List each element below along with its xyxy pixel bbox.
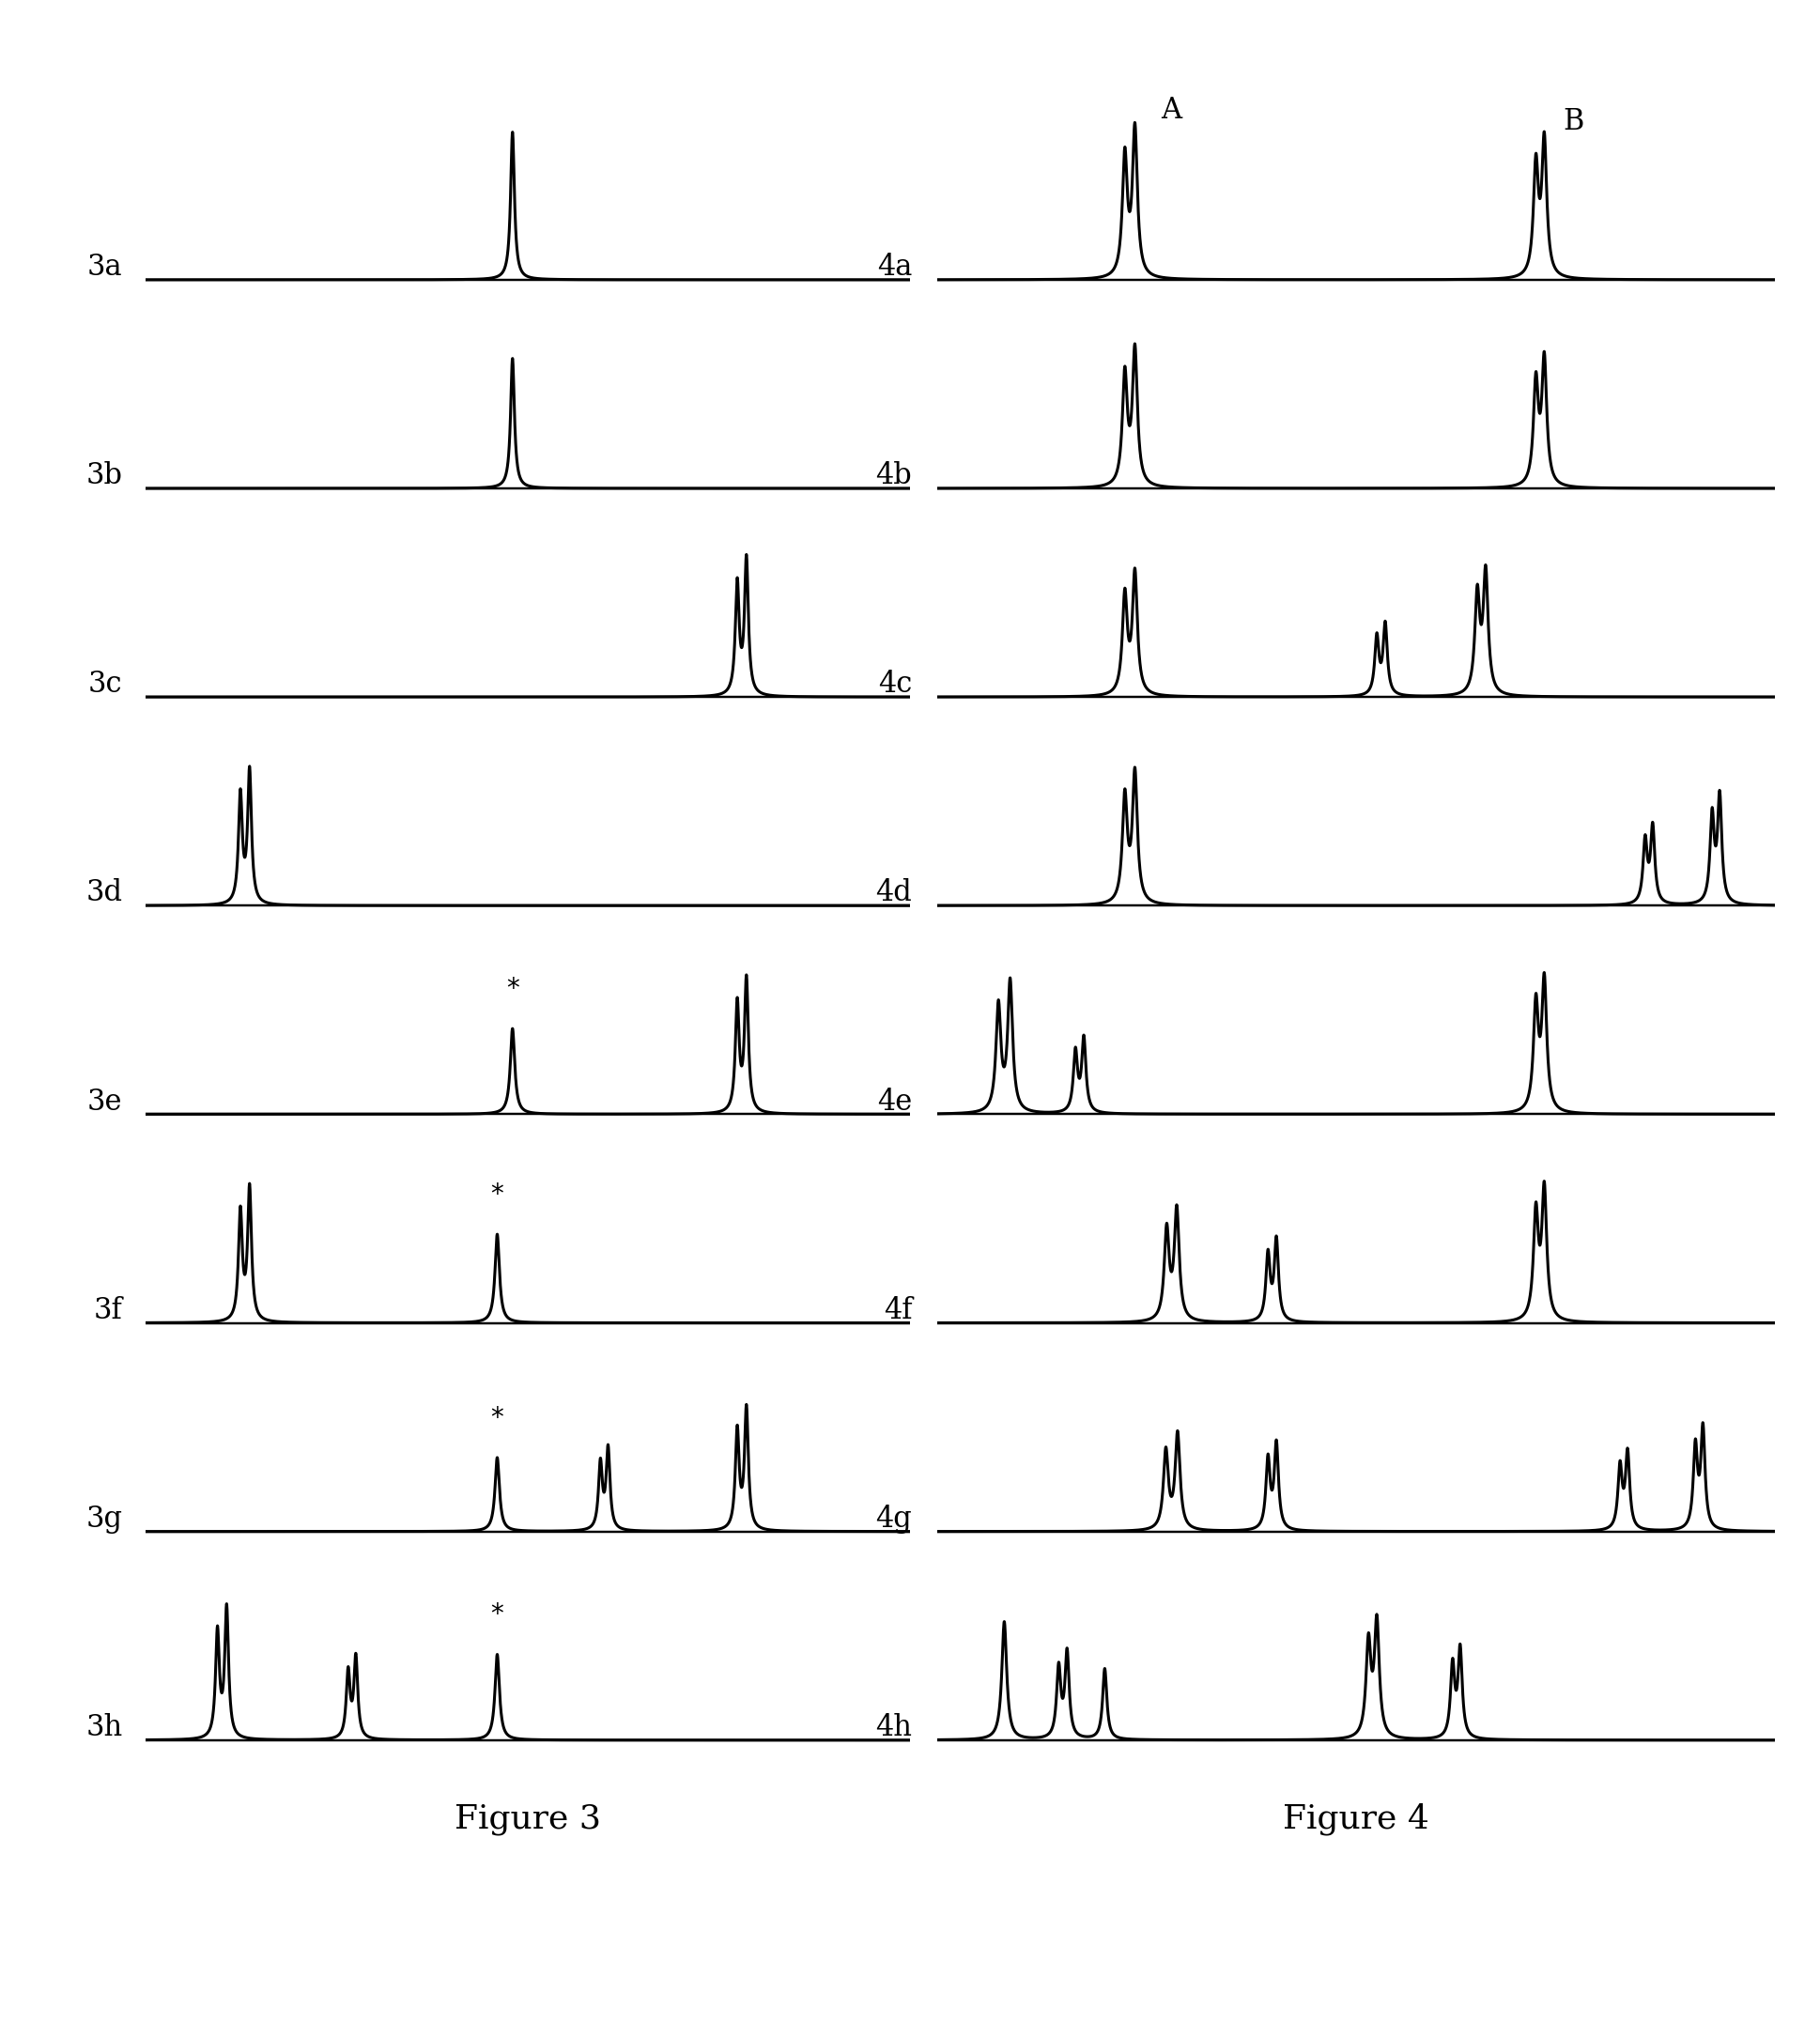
Text: 3g: 3g [86,1505,122,1533]
Text: B: B [1563,107,1583,136]
Text: 4a: 4a [877,253,912,281]
Text: 4e: 4e [877,1086,912,1117]
Text: 4g: 4g [875,1505,912,1533]
Text: *: * [491,1181,504,1208]
Text: A: A [1161,95,1183,125]
Text: 4b: 4b [875,461,912,490]
Text: Figure 3: Figure 3 [455,1802,601,1835]
Text: 3f: 3f [95,1297,122,1325]
Text: 3b: 3b [86,461,122,490]
Text: 4d: 4d [875,878,912,908]
Text: 3d: 3d [86,878,122,908]
Text: 4c: 4c [877,670,912,700]
Text: *: * [506,975,519,1001]
Text: *: * [491,1602,504,1629]
Text: *: * [491,1404,504,1430]
Text: 3e: 3e [87,1086,122,1117]
Text: Figure 4: Figure 4 [1283,1802,1429,1835]
Text: 3a: 3a [87,253,122,281]
Text: 4h: 4h [875,1713,912,1742]
Text: 3h: 3h [86,1713,122,1742]
Text: 3c: 3c [89,670,122,700]
Text: 4f: 4f [883,1297,912,1325]
